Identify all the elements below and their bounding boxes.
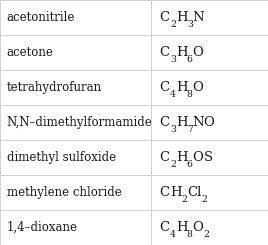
Text: 2: 2 xyxy=(181,195,187,204)
Text: C: C xyxy=(159,221,170,234)
Text: O: O xyxy=(193,46,204,59)
Text: 2: 2 xyxy=(202,195,207,204)
Text: methylene chloride: methylene chloride xyxy=(7,186,121,199)
Text: dimethyl sulfoxide: dimethyl sulfoxide xyxy=(7,151,116,164)
Text: 3: 3 xyxy=(187,20,193,29)
Text: C: C xyxy=(159,11,170,24)
Text: H: H xyxy=(176,81,188,94)
Text: 4: 4 xyxy=(170,230,176,239)
Text: H: H xyxy=(176,46,188,59)
Text: N: N xyxy=(193,116,204,129)
Text: 6: 6 xyxy=(187,160,193,169)
Text: acetonitrile: acetonitrile xyxy=(7,11,75,24)
Text: 4: 4 xyxy=(170,90,176,99)
Text: 2: 2 xyxy=(170,160,176,169)
Text: O: O xyxy=(193,221,204,234)
Text: H: H xyxy=(170,186,182,199)
Text: C: C xyxy=(159,81,170,94)
Text: 3: 3 xyxy=(170,55,176,64)
Text: N,N–dimethylformamide: N,N–dimethylformamide xyxy=(7,116,152,129)
Text: O: O xyxy=(203,116,214,129)
Text: 1,4–dioxane: 1,4–dioxane xyxy=(7,221,78,234)
Text: C: C xyxy=(159,116,170,129)
Text: C: C xyxy=(159,186,170,199)
Text: O: O xyxy=(193,151,204,164)
Text: 8: 8 xyxy=(187,230,193,239)
Text: 6: 6 xyxy=(187,55,193,64)
Text: H: H xyxy=(176,221,188,234)
Text: N: N xyxy=(193,11,204,24)
Text: 2: 2 xyxy=(170,20,176,29)
Text: S: S xyxy=(203,151,213,164)
Text: H: H xyxy=(176,116,188,129)
Text: C: C xyxy=(159,151,170,164)
Text: tetrahydrofuran: tetrahydrofuran xyxy=(7,81,102,94)
Text: Cl: Cl xyxy=(187,186,201,199)
Text: 7: 7 xyxy=(187,125,193,134)
Text: 2: 2 xyxy=(203,230,209,239)
Text: 8: 8 xyxy=(187,90,193,99)
Text: acetone: acetone xyxy=(7,46,54,59)
Text: 3: 3 xyxy=(170,125,176,134)
Text: H: H xyxy=(176,151,188,164)
Text: O: O xyxy=(193,81,204,94)
Text: C: C xyxy=(159,46,170,59)
Text: H: H xyxy=(176,11,188,24)
